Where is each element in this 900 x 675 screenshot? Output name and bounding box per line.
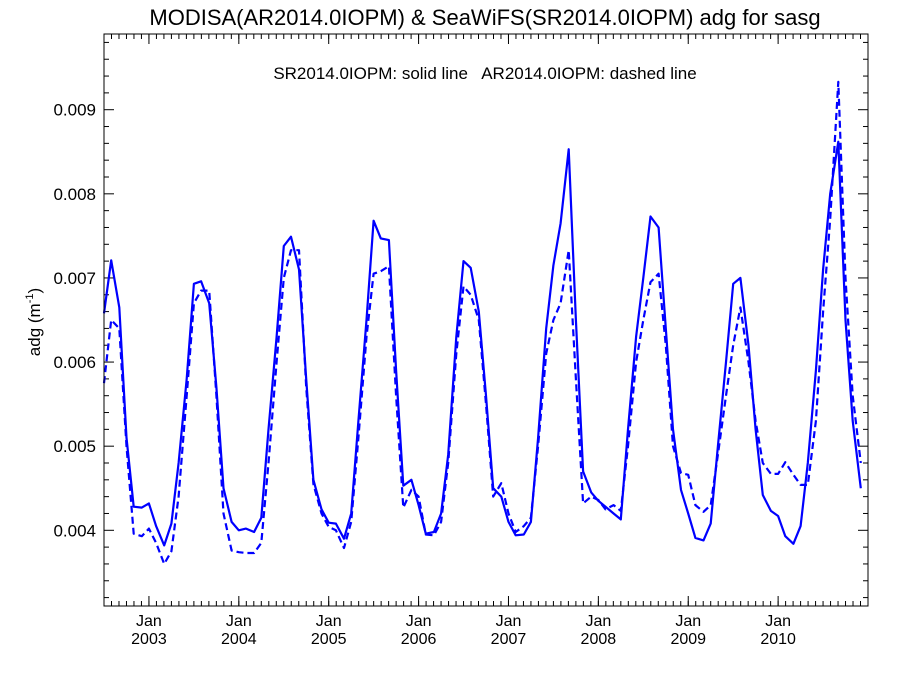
plot-frame [103,33,869,607]
y-axis-label-main: adg (m [25,303,44,356]
y-tick-label: 0.009 [53,101,96,120]
x-tick-month-label: Jan [765,613,791,630]
x-tick-month-label: Jan [675,613,701,630]
line-style-annotation: SR2014.0IOPM: solid line AR2014.0IOPM: d… [273,64,696,83]
y-tick-label: 0.008 [53,185,96,204]
x-tick-year-label: 2009 [670,631,706,648]
x-tick-month-label: Jan [316,613,342,630]
y-tick-label: 0.007 [53,269,96,288]
x-tick-year-label: 2010 [760,631,796,648]
ticks-layer: 0.0040.0050.0060.0070.0080.009Jan2003Jan… [53,34,869,648]
x-tick-month-label: Jan [406,613,432,630]
y-axis-label-close: ) [25,288,44,294]
chart-title: MODISA(AR2014.0IOPM) & SeaWiFS(SR2014.0I… [149,5,820,30]
x-tick-year-label: 2007 [491,631,527,648]
x-tick-month-label: Jan [585,613,611,630]
x-tick-year-label: 2004 [221,631,257,648]
y-axis-label: adg (m-1) [24,288,44,356]
series-line-dashed [102,80,862,565]
x-tick-year-label: 2003 [131,631,167,648]
x-tick-year-label: 2006 [401,631,437,648]
y-axis-label-superscript: -1 [24,293,36,303]
series-layer [102,80,862,565]
y-tick-label: 0.004 [53,521,96,540]
x-tick-year-label: 2005 [311,631,347,648]
series-line-solid [102,140,862,547]
svg-text:adg (m-1): adg (m-1) [24,288,44,356]
x-tick-month-label: Jan [226,613,252,630]
x-tick-month-label: Jan [496,613,522,630]
x-tick-year-label: 2008 [581,631,617,648]
y-tick-label: 0.006 [53,353,96,372]
y-tick-label: 0.005 [53,437,96,456]
x-tick-month-label: Jan [136,613,162,630]
